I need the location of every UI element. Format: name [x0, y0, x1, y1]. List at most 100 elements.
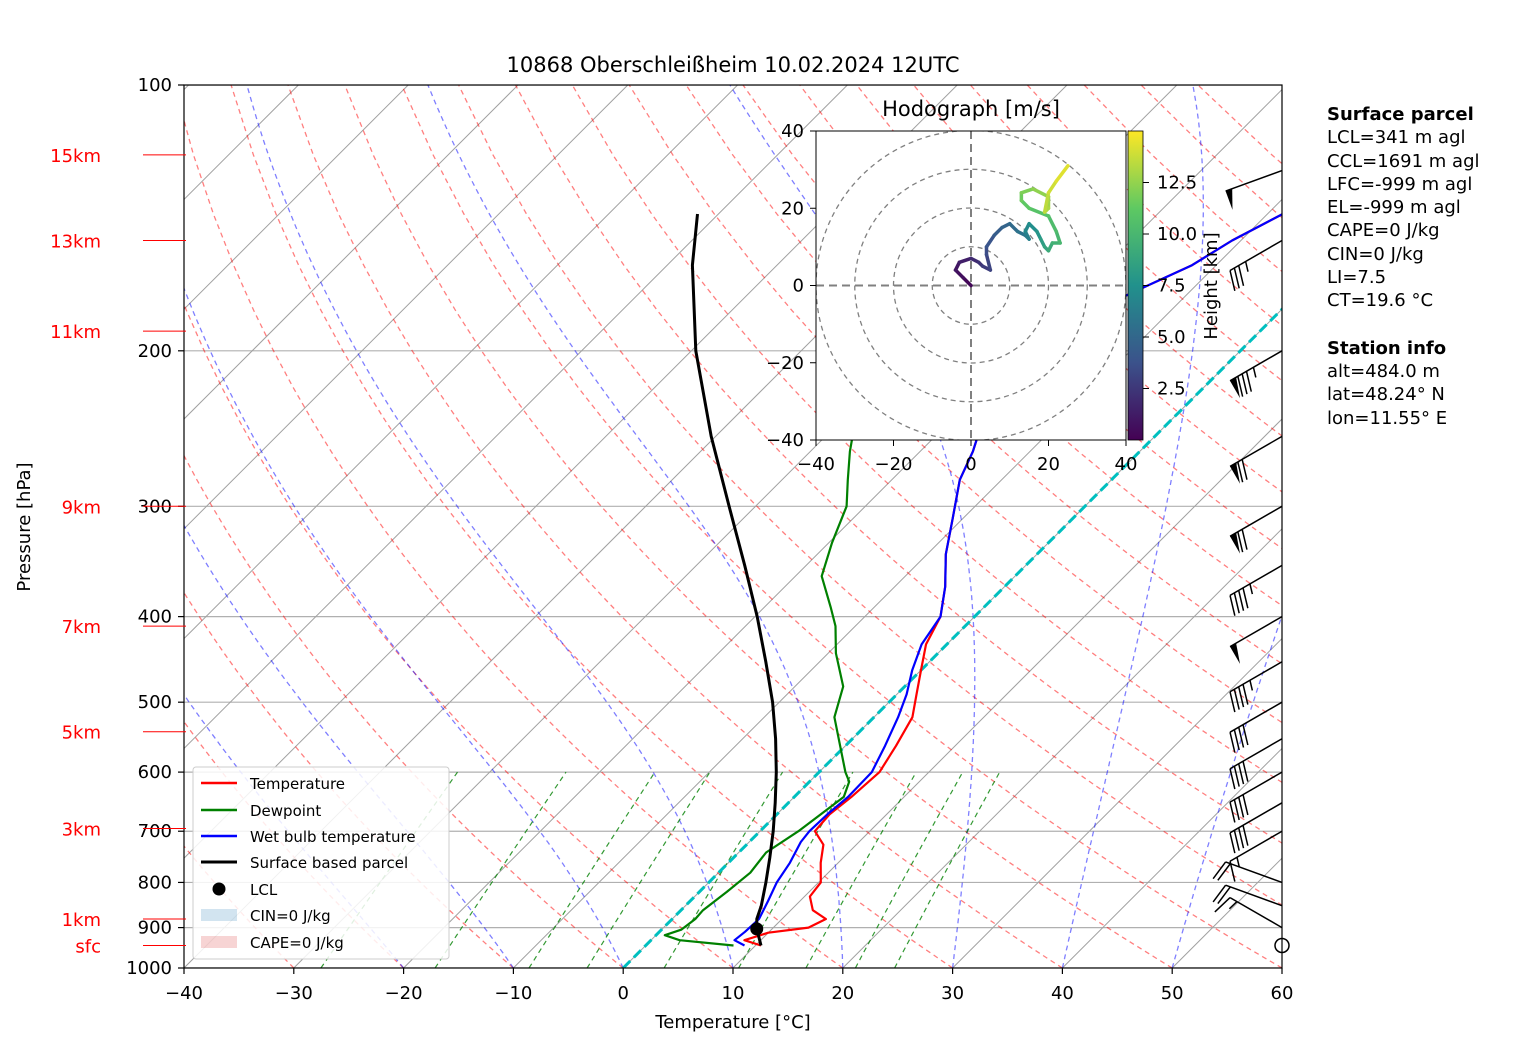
wind-barb-half [1249, 680, 1254, 691]
wind-barb-full [1237, 827, 1245, 849]
wind-barb-full [1237, 531, 1244, 553]
dry-adiabat [514, 85, 1282, 844]
hodograph-segment [957, 256, 973, 265]
station-info-alt: alt=484.0 m [1327, 360, 1440, 382]
hodograph-segment [1031, 187, 1051, 199]
wind-barb [1212, 884, 1283, 907]
wind-barb-half [1244, 261, 1249, 272]
isotherm-line [184, 85, 738, 640]
wind-barb-full [1214, 897, 1231, 913]
surface-parcel-lcl: LCL=341 m agl [1327, 127, 1466, 149]
y-tick-label: 700 [138, 821, 172, 842]
dry-adiabat [184, 720, 405, 968]
wind-barb-full [1242, 684, 1249, 705]
y-tick-label: 300 [138, 496, 172, 517]
height-label: 11km [50, 322, 101, 343]
mixing-ratio-line [854, 771, 964, 968]
mixing-ratio-line [434, 771, 567, 968]
legend-dewpoint: Dewpoint [250, 802, 321, 820]
wind-barb-full [1241, 459, 1248, 480]
wind-barb-full [1229, 832, 1236, 854]
wind-barb-shaft [1229, 239, 1283, 272]
wind-barb [1229, 435, 1283, 484]
wind-barb-shaft [1229, 350, 1283, 382]
colorbar-tick-label: 12.5 [1157, 173, 1197, 194]
colorbar-tick-label: 7.5 [1157, 276, 1186, 297]
station-info-lat: lat=48.24° N [1327, 384, 1445, 406]
x-tick-label: −10 [494, 983, 532, 1004]
dry-adiabat [184, 118, 844, 968]
dry-adiabat [184, 302, 734, 968]
y-tick-label: 800 [138, 872, 172, 893]
wind-barb-full [1242, 825, 1249, 846]
height-label: 7km [62, 617, 101, 638]
hodograph-segment [1046, 214, 1058, 234]
wind-barb-shaft [1229, 661, 1283, 693]
wind-barb-full [1229, 801, 1236, 823]
dry-adiabat [184, 454, 624, 968]
wind-barb-shaft [1229, 435, 1283, 468]
wind-barb-full [1237, 796, 1245, 818]
surface-parcel-ct: CT=19.6 °C [1327, 290, 1434, 312]
wind-barb-full [1237, 461, 1244, 483]
height-label: 1km [62, 910, 101, 931]
wind-barb-shaft [1229, 802, 1283, 834]
wind-barb [1229, 830, 1283, 882]
legend: Temperature Dewpoint Wet bulb temperatur… [192, 766, 450, 960]
wind-barb-half [1228, 901, 1238, 910]
y-tick-label: 100 [138, 75, 172, 96]
x-tick-label: 60 [1271, 983, 1294, 1004]
wind-barb [1229, 350, 1283, 399]
wind-barb [1229, 738, 1283, 790]
wind-barb-shaft [1229, 830, 1283, 862]
wind-barb-full [1245, 371, 1253, 392]
moist-adiabat [246, 85, 734, 968]
wind-barb-full [1229, 691, 1236, 713]
wind-barb-full [1233, 592, 1240, 614]
wind-barb [1225, 169, 1283, 210]
colorbar-tick-label: 2.5 [1157, 379, 1186, 400]
wind-barb-full [1237, 376, 1244, 397]
hodograph-segment [1019, 198, 1031, 210]
surface-parcel-cin: CIN=0 J/kg [1327, 243, 1424, 265]
dry-adiabat [230, 85, 953, 968]
isotherm-line [842, 528, 1282, 968]
hodograph-ring [892, 207, 1050, 364]
wind-barb-full [1233, 729, 1240, 751]
wind-barb-full [1233, 830, 1240, 851]
y-tick-label: 500 [138, 692, 172, 713]
wind-barb-full [1242, 724, 1249, 746]
wind-barb-half [1249, 583, 1254, 595]
legend-wetbulb: Wet bulb temperature [250, 828, 416, 846]
mixing-ratio-line [586, 771, 711, 968]
hodograph-x-tick-label: 40 [1115, 454, 1138, 475]
isotherm-line [184, 85, 629, 530]
wind-barb [1212, 861, 1283, 884]
station-info-lon: lon=11.55° E [1327, 407, 1448, 429]
x-tick-label: 10 [722, 983, 745, 1004]
hodograph-segment [1042, 191, 1051, 214]
hodograph-segment [1027, 221, 1039, 234]
hodograph-segment [1054, 229, 1062, 245]
freezing-isotherm [622, 307, 1282, 968]
height-label: sfc [75, 936, 101, 957]
wind-barb-full [1237, 763, 1245, 785]
hodograph-segment [961, 276, 973, 288]
hodograph-y-tick-label: −20 [766, 353, 804, 374]
hodograph-ring [854, 168, 1088, 403]
wind-barb [1214, 896, 1283, 929]
surface-parcel-cape: CAPE=0 J/kg [1327, 220, 1440, 242]
hodograph-segment [984, 233, 996, 249]
wind-barb-full [1237, 727, 1245, 748]
isotherm-line [732, 418, 1282, 968]
wind-barb-full [1212, 861, 1227, 880]
x-tick-label: −40 [165, 983, 203, 1004]
wind-barb-full [1229, 595, 1236, 616]
wind-barb [1229, 505, 1283, 554]
x-tick-label: 40 [1051, 983, 1074, 1004]
wind-barb-shaft [1225, 884, 1283, 907]
wind-barb-full [1242, 761, 1249, 782]
isotherm-line [952, 637, 1282, 968]
hodograph-y-tick-label: −40 [766, 430, 804, 451]
